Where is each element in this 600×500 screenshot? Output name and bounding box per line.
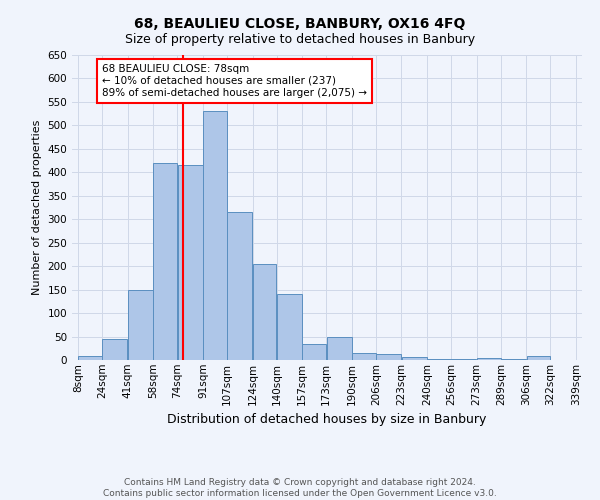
- Bar: [501, 359, 526, 360]
- Y-axis label: Number of detached properties: Number of detached properties: [32, 120, 42, 295]
- Text: 68, BEAULIEU CLOSE, BANBURY, OX16 4FQ: 68, BEAULIEU CLOSE, BANBURY, OX16 4FQ: [134, 18, 466, 32]
- Bar: [477, 358, 500, 360]
- Text: Size of property relative to detached houses in Banbury: Size of property relative to detached ho…: [125, 32, 475, 46]
- Bar: [253, 264, 277, 360]
- Bar: [128, 290, 153, 360]
- Bar: [154, 163, 177, 360]
- Bar: [326, 338, 352, 360]
- Text: 68 BEAULIEU CLOSE: 78sqm
← 10% of detached houses are smaller (237)
89% of semi-: 68 BEAULIEU CLOSE: 78sqm ← 10% of detach…: [102, 64, 367, 98]
- Bar: [527, 356, 550, 360]
- Bar: [277, 294, 302, 360]
- Bar: [402, 356, 427, 360]
- Bar: [352, 353, 376, 360]
- Text: Contains HM Land Registry data © Crown copyright and database right 2024.
Contai: Contains HM Land Registry data © Crown c…: [103, 478, 497, 498]
- Bar: [178, 166, 203, 360]
- Bar: [78, 356, 102, 360]
- Bar: [427, 359, 451, 360]
- Bar: [451, 359, 476, 360]
- Bar: [203, 112, 227, 360]
- Bar: [227, 212, 252, 360]
- X-axis label: Distribution of detached houses by size in Banbury: Distribution of detached houses by size …: [167, 413, 487, 426]
- Bar: [376, 354, 401, 360]
- Bar: [103, 339, 127, 360]
- Bar: [302, 344, 326, 360]
